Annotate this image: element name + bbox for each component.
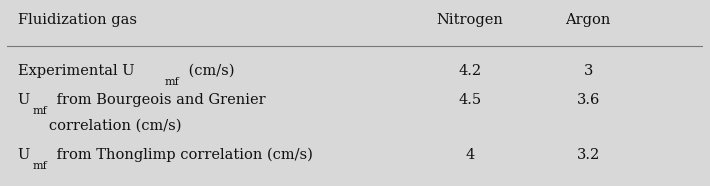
Text: 4.2: 4.2 bbox=[458, 64, 481, 78]
Text: 4.5: 4.5 bbox=[458, 93, 481, 107]
Text: mf: mf bbox=[165, 77, 180, 87]
Text: from Bourgeois and Grenier: from Bourgeois and Grenier bbox=[52, 93, 266, 107]
Text: 3: 3 bbox=[584, 64, 593, 78]
Text: 3.6: 3.6 bbox=[577, 93, 600, 107]
Text: Argon: Argon bbox=[565, 13, 611, 27]
Text: correlation (cm/s): correlation (cm/s) bbox=[35, 118, 182, 132]
Text: from Thonglimp correlation (cm/s): from Thonglimp correlation (cm/s) bbox=[52, 147, 312, 162]
Text: (cm/s): (cm/s) bbox=[183, 64, 234, 78]
Text: U: U bbox=[18, 148, 30, 162]
Text: Nitrogen: Nitrogen bbox=[437, 13, 503, 27]
Text: mf: mf bbox=[33, 106, 48, 116]
Text: 3.2: 3.2 bbox=[577, 148, 600, 162]
Text: U: U bbox=[18, 93, 30, 107]
Text: Fluidization gas: Fluidization gas bbox=[18, 13, 136, 27]
Text: mf: mf bbox=[33, 161, 48, 171]
Text: Experimental U: Experimental U bbox=[18, 64, 134, 78]
Text: 4: 4 bbox=[465, 148, 474, 162]
